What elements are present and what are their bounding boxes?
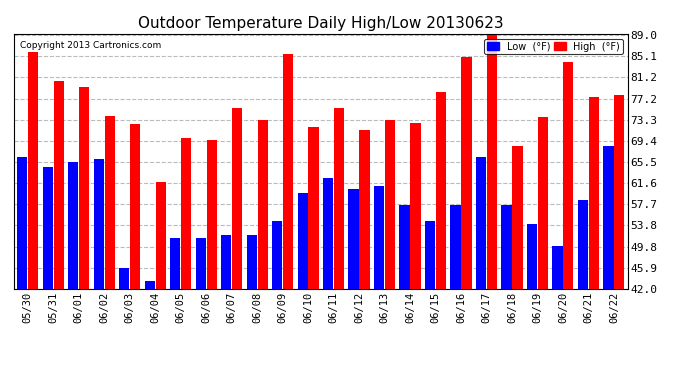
Bar xyxy=(487,35,497,289)
Bar xyxy=(359,130,370,289)
Bar xyxy=(513,146,522,289)
Bar xyxy=(257,120,268,289)
Bar xyxy=(527,224,537,289)
Bar xyxy=(195,237,206,289)
Bar xyxy=(589,98,599,289)
Bar xyxy=(425,221,435,289)
Bar xyxy=(283,54,293,289)
Bar xyxy=(462,57,471,289)
Bar xyxy=(130,124,140,289)
Bar xyxy=(54,81,64,289)
Bar xyxy=(170,237,180,289)
Bar xyxy=(43,168,53,289)
Bar xyxy=(105,116,115,289)
Bar xyxy=(563,62,573,289)
Bar xyxy=(348,189,359,289)
Bar xyxy=(68,162,79,289)
Legend: Low  (°F), High  (°F): Low (°F), High (°F) xyxy=(484,39,623,54)
Bar xyxy=(374,186,384,289)
Bar xyxy=(538,117,548,289)
Bar xyxy=(502,205,511,289)
Bar xyxy=(385,120,395,289)
Bar xyxy=(272,221,282,289)
Bar xyxy=(79,87,89,289)
Bar xyxy=(297,193,308,289)
Bar xyxy=(232,108,242,289)
Bar xyxy=(411,123,421,289)
Bar xyxy=(94,159,104,289)
Bar xyxy=(17,157,28,289)
Bar xyxy=(156,182,166,289)
Bar xyxy=(145,280,155,289)
Bar xyxy=(206,141,217,289)
Bar xyxy=(400,205,410,289)
Bar xyxy=(246,235,257,289)
Bar xyxy=(181,138,191,289)
Bar xyxy=(28,51,39,289)
Bar xyxy=(578,200,588,289)
Title: Outdoor Temperature Daily High/Low 20130623: Outdoor Temperature Daily High/Low 20130… xyxy=(138,16,504,31)
Bar xyxy=(119,268,129,289)
Bar xyxy=(323,178,333,289)
Bar xyxy=(221,235,231,289)
Bar xyxy=(614,94,624,289)
Bar xyxy=(308,127,319,289)
Bar xyxy=(476,157,486,289)
Text: Copyright 2013 Cartronics.com: Copyright 2013 Cartronics.com xyxy=(20,41,161,50)
Bar xyxy=(603,146,613,289)
Bar xyxy=(436,92,446,289)
Bar xyxy=(553,246,562,289)
Bar xyxy=(334,108,344,289)
Bar xyxy=(451,205,461,289)
